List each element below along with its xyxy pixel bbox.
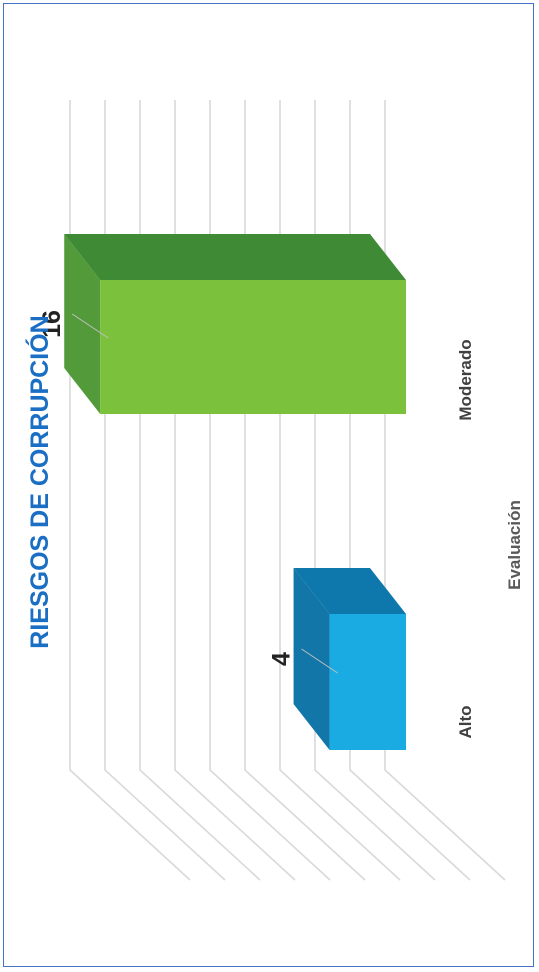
gridline	[69, 100, 191, 881]
gridline	[384, 100, 506, 881]
gridline	[104, 100, 226, 881]
data-label-leader	[71, 313, 109, 339]
gridline	[314, 100, 436, 881]
gridlines	[69, 100, 506, 881]
labels: 4 Alto 16 Moderado	[38, 310, 475, 738]
gridline	[279, 100, 401, 881]
chart-frame	[3, 3, 534, 967]
gridline	[209, 100, 331, 881]
bar-moderado	[64, 234, 406, 414]
gridline	[139, 100, 261, 881]
x-axis-title: Evaluación	[505, 500, 524, 590]
gridline	[244, 100, 366, 881]
category-label-alto: Alto	[456, 705, 475, 738]
data-label-moderado: 16	[38, 310, 66, 338]
chart-title: RIESGOS DE CORRUPCIÓN	[24, 315, 54, 648]
bar-side-face	[293, 568, 330, 750]
gridline	[349, 100, 471, 881]
bar-front-face	[100, 280, 406, 414]
gridline	[174, 100, 296, 881]
bar-top-face	[293, 568, 406, 614]
bar-alto	[293, 568, 406, 750]
data-label-alto: 4	[268, 652, 296, 666]
data-label-leader	[301, 648, 338, 674]
bar-front-face	[329, 614, 406, 750]
category-label-moderado: Moderado	[456, 339, 475, 420]
bar-side-face	[64, 234, 101, 414]
bars	[64, 234, 406, 750]
bar-top-face	[64, 234, 406, 280]
